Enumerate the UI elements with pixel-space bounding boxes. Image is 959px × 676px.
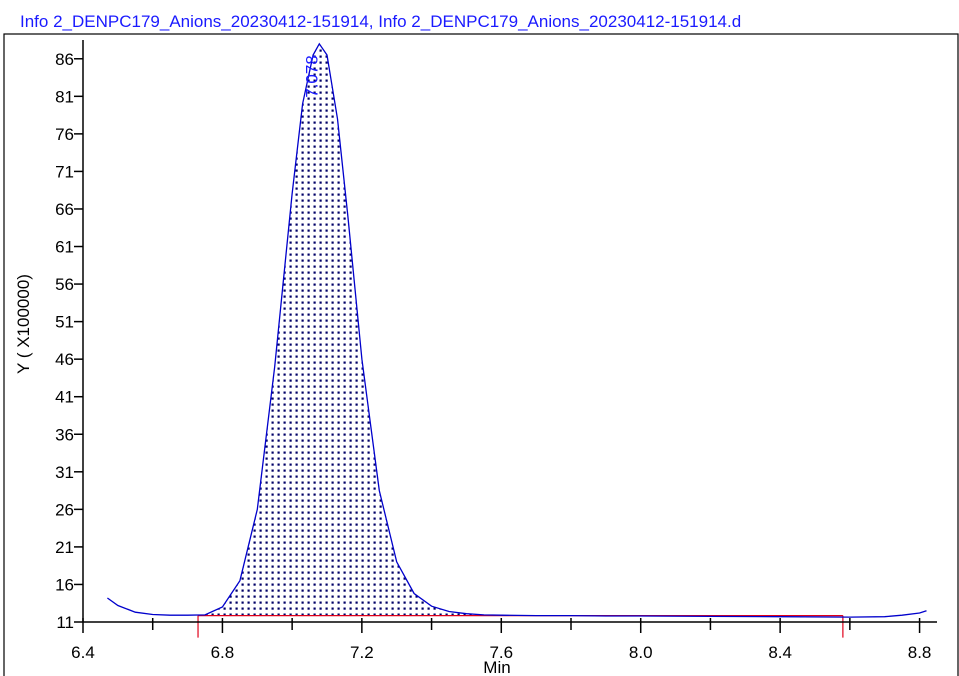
y-tick-label: 16 bbox=[55, 575, 74, 594]
peak-retention-label: 7.078 bbox=[302, 55, 321, 98]
x-tick-label: 8.0 bbox=[629, 643, 653, 662]
y-tick-label: 86 bbox=[55, 50, 74, 69]
y-tick-label: 76 bbox=[55, 125, 74, 144]
y-axis-label: Y ( X100000) bbox=[14, 274, 33, 374]
y-tick-label: 31 bbox=[55, 463, 74, 482]
x-tick-label: 8.4 bbox=[768, 643, 792, 662]
y-tick-label: 41 bbox=[55, 388, 74, 407]
peak-area-fill bbox=[205, 43, 502, 616]
y-tick-label: 26 bbox=[55, 500, 74, 519]
y-tick-label: 71 bbox=[55, 162, 74, 181]
y-tick-label: 46 bbox=[55, 350, 74, 369]
plot-frame bbox=[3, 33, 959, 676]
y-tick-label: 61 bbox=[55, 238, 74, 257]
x-tick-label: 6.4 bbox=[71, 643, 95, 662]
chart-title: Info 2_DENPC179_Anions_20230412-151914, … bbox=[20, 12, 741, 31]
x-tick-label: 8.8 bbox=[908, 643, 932, 662]
y-tick-label: 56 bbox=[55, 275, 74, 294]
chromatogram-trace bbox=[107, 42, 927, 618]
y-tick-label: 66 bbox=[55, 200, 74, 219]
y-tick-label: 21 bbox=[55, 538, 74, 557]
x-axis-label: Min bbox=[483, 658, 510, 676]
y-tick-label: 36 bbox=[55, 425, 74, 444]
x-tick-label: 6.8 bbox=[211, 643, 235, 662]
x-tick-label: 7.2 bbox=[350, 643, 374, 662]
y-tick-label: 81 bbox=[55, 87, 74, 106]
x-tick-label: 7.6 bbox=[489, 643, 513, 662]
y-tick-label: 51 bbox=[55, 313, 74, 332]
y-tick-label: 11 bbox=[56, 613, 74, 632]
